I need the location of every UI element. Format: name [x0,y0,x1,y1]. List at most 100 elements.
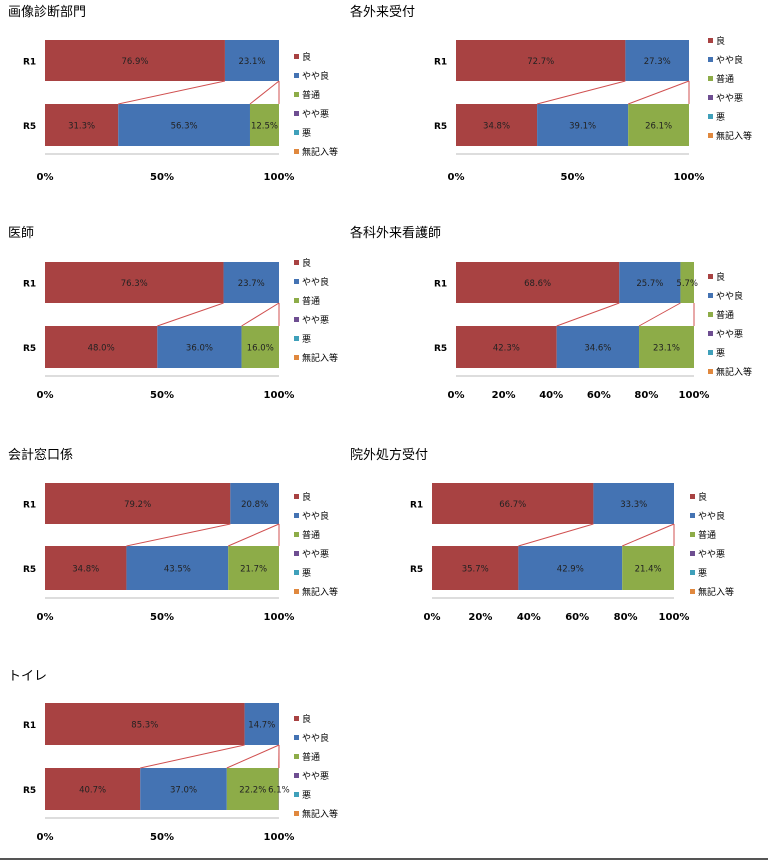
series-line [241,302,280,327]
legend-label: 無記入等 [302,146,338,158]
chart-panel-4: 各科外来看護師 R1 R5 68.6% 25.7% 5.7% 42.3% 34.6% 23.1%… [350,225,752,401]
series-line [126,523,231,547]
chart-panel-2: 各外来受付 R1 R5 72.7% 27.3% 34.8% 39.1% 26.1% 0% 50% 1… [350,4,752,183]
bar-segment [249,104,279,146]
legend-label: 普通 [302,751,320,763]
tick-label: 20% [468,612,492,623]
legend-label: やや良 [302,70,329,82]
bar-segment [456,40,626,81]
tick-label: 50% [150,612,174,623]
data-label: 23.7% [238,279,265,289]
legend-swatch [708,114,713,119]
chart-title: 医師 [8,226,34,241]
bar-segment [45,326,158,368]
legend-swatch [690,532,695,537]
data-label: 5.7% [676,279,698,289]
data-label: 6.1% [268,786,290,796]
series-line [226,744,280,769]
data-label: 20.8% [241,500,268,510]
tick-label: 0% [424,612,441,623]
data-label: 25.7% [636,279,663,289]
data-label: 79.2% [124,500,151,510]
data-label: 27.3% [644,57,671,67]
legend-label: 悪 [698,568,707,579]
legend-swatch [294,149,299,154]
legend-swatch [294,513,299,518]
tick-label: 100% [264,172,295,183]
legend-label: 悪 [302,128,311,139]
legend-swatch [294,792,299,797]
legend-swatch [690,513,695,518]
legend-label: やや悪 [716,93,743,104]
tick-label: 80% [634,390,658,401]
legend-label: やや悪 [716,329,743,340]
bar-segment [556,326,640,368]
data-label: 68.6% [524,279,551,289]
legend-swatch [294,54,299,59]
tick-label: 50% [150,172,174,183]
bar-segment [639,326,694,368]
legend-label: 悪 [302,334,311,345]
legend-swatch [708,57,713,62]
bar-segment [432,546,519,590]
legend-swatch [294,494,299,499]
series-line [556,302,620,327]
legend-label: 悪 [302,568,311,579]
legend-label: 良 [302,51,311,63]
legend-label: やや悪 [302,109,329,120]
bar-segment [456,104,538,146]
bar-segment [45,546,127,590]
row-label: R1 [434,280,447,290]
bar-segment [622,546,674,590]
legend-label: やや良 [302,732,329,744]
data-label: 23.1% [653,344,680,354]
data-label: 21.4% [635,565,662,575]
legend-swatch [294,130,299,135]
legend-swatch [294,773,299,778]
legend-label: やや良 [302,510,329,522]
legend-swatch [294,811,299,816]
data-label: 39.1% [569,122,596,132]
legend-swatch [294,92,299,97]
legend-label: 無記入等 [302,808,338,820]
legend-label: 無記入等 [302,586,338,598]
legend-label: 良 [716,271,725,283]
bar-segment [45,703,245,745]
tick-label: 100% [659,612,690,623]
legend-label: 良 [302,257,311,269]
series-line [140,744,245,769]
legend-swatch [294,73,299,78]
bar-segment [140,768,227,810]
legend-swatch [294,735,299,740]
bar-segment [230,483,279,524]
data-label: 37.0% [170,786,197,796]
bar-segment [625,40,689,81]
series-line [118,80,226,105]
legend-swatch [708,350,713,355]
bar-segment [518,546,623,590]
chart-title: トイレ [8,669,47,684]
bar-segment [223,262,279,303]
bar-segment [680,262,694,303]
legend-swatch [294,589,299,594]
legend-label: 普通 [302,89,320,101]
tick-label: 100% [264,612,295,623]
series-line [249,80,280,105]
row-label: R1 [23,501,36,511]
legend-swatch [294,279,299,284]
data-label: 35.7% [462,565,489,575]
bar-segment [118,104,250,146]
legend-label: 良 [716,35,725,47]
legend-label: 無記入等 [698,586,734,598]
chart-panel-3: 医師 R1 R5 76.3% 23.7% 48.0% 36.0% 16.0% 0% 50% 100%… [8,226,338,401]
tick-label: 20% [492,390,516,401]
legend-label: 良 [302,713,311,725]
row-label: R1 [23,280,36,290]
row-label: R5 [23,565,36,575]
tick-label: 100% [679,390,710,401]
data-label: 66.7% [499,500,526,510]
bar-segment [157,326,242,368]
row-label: R5 [410,565,423,575]
row-label: R5 [23,344,36,354]
